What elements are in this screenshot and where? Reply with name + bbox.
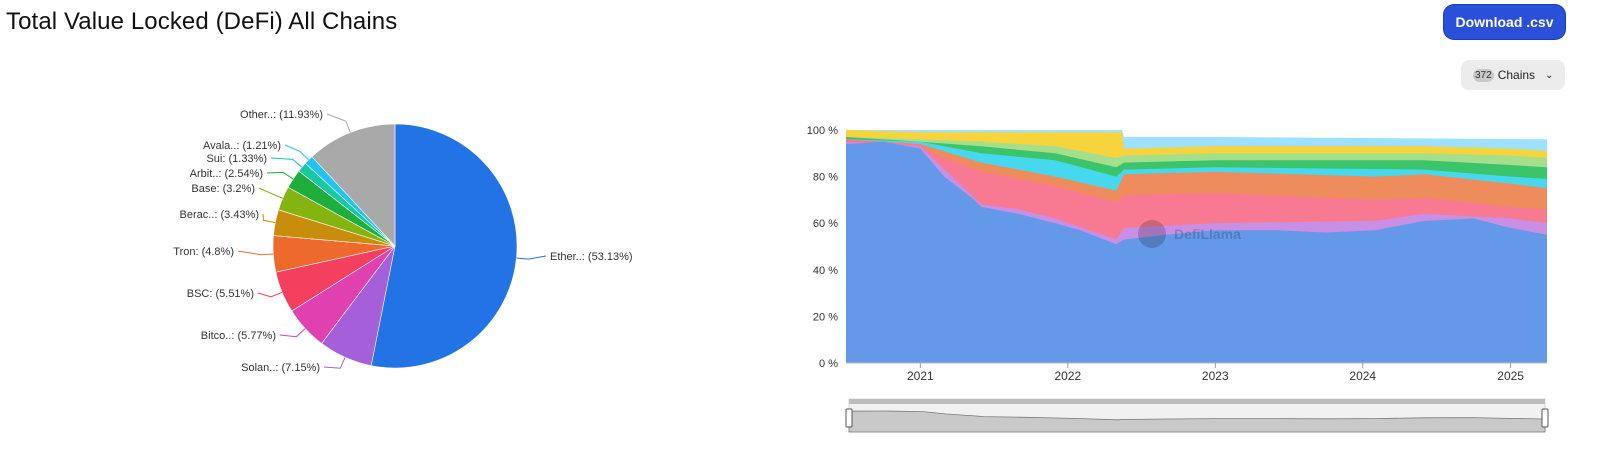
watermark: DefiLlama (1136, 218, 1241, 250)
pie-label-line (257, 291, 283, 298)
download-csv-button[interactable]: Download .csv (1444, 5, 1565, 39)
llama-logo-icon (1138, 220, 1166, 248)
chains-count-badge: 372 (1473, 68, 1494, 82)
pie-label: Bitco..: (5.77%) (201, 330, 276, 342)
x-tick-label: 2021 (907, 369, 934, 383)
page-title: Total Value Locked (DeFi) All Chains (6, 8, 398, 35)
x-tick-label: 2022 (1054, 369, 1081, 383)
pie-label: BSC: (5.51%) (187, 288, 254, 300)
pie-label-line (258, 187, 283, 199)
pie-label: Solan..: (7.15%) (241, 362, 320, 374)
chains-dropdown[interactable]: 372 Chains ⌄ (1461, 60, 1565, 90)
y-tick-label: 0 % (819, 358, 838, 370)
chevron-down-icon: ⌄ (1545, 69, 1554, 81)
pie-label-line (237, 250, 274, 256)
pie-label-line (262, 213, 276, 224)
pie-label: Base: (3.2%) (191, 183, 255, 195)
pie-chart: Ether..: (53.13%) Solan..: (7.15%) Bitco..… (173, 109, 633, 374)
pie-label-line (279, 328, 306, 338)
pie-label: Berac..: (3.43%) (180, 209, 259, 221)
watermark-text: DefiLlama (1174, 226, 1241, 242)
pie-label: Arbit..: (2.54%) (190, 168, 263, 180)
navigator-scrollbar[interactable] (849, 399, 1545, 404)
pie-label-line (284, 144, 309, 161)
chains-label: Chains (1497, 68, 1536, 82)
pie-label-line (326, 113, 351, 133)
pie-label: Other..: (11.93%) (240, 109, 323, 121)
pie-slice-ether[interactable] (370, 123, 518, 369)
pie-label-line (323, 357, 346, 369)
x-tick-label: 2025 (1497, 369, 1524, 383)
pie-label: Ether..: (53.13%) (550, 251, 633, 263)
navigator-handle-right[interactable] (1541, 408, 1549, 428)
pie-label-line (516, 255, 547, 260)
y-tick-label: 60 % (813, 218, 838, 230)
x-tick-label: 2024 (1349, 369, 1376, 383)
x-tick-label: 2023 (1202, 369, 1229, 383)
navigator-area (848, 410, 1546, 433)
pie-label: Sui: (1.33%) (206, 153, 267, 165)
pie-label: Tron: (4.8%) (173, 246, 234, 258)
y-tick-label: 40 % (813, 265, 838, 277)
pie-label: Avala..: (1.21%) (203, 140, 281, 152)
pie-label-line (266, 171, 294, 180)
y-tick-label: 100 % (807, 125, 838, 137)
navigator-handle-left[interactable] (845, 408, 853, 428)
area-series-ether[interactable] (846, 141, 1547, 363)
y-tick-label: 80 % (813, 172, 838, 184)
pie-label-line (270, 157, 303, 168)
y-tick-label: 20 % (813, 311, 838, 323)
